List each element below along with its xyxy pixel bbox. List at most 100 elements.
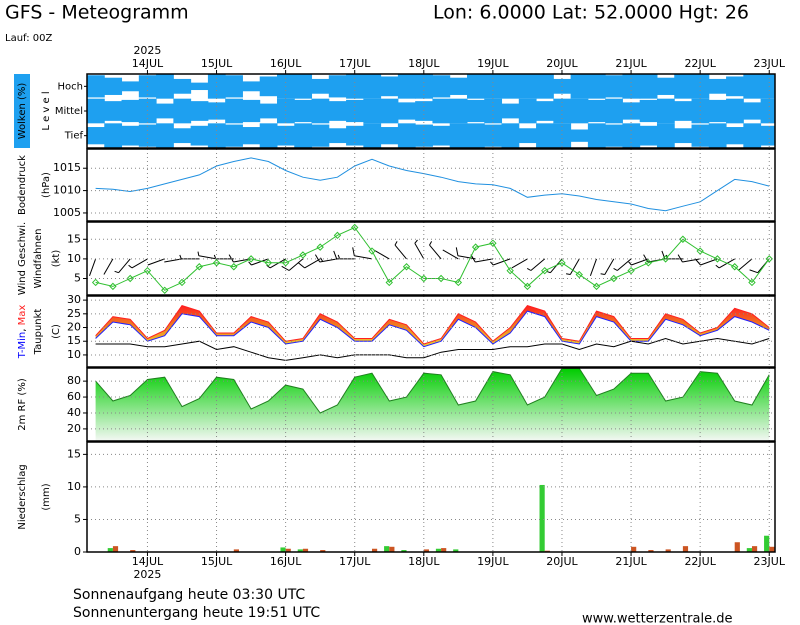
sunset: Sonnenuntergang heute 19:51 UTC xyxy=(73,605,320,621)
panel: Bodendruck (hPa)1005 1010 1015 xyxy=(17,148,776,222)
cloud-cell xyxy=(432,98,451,124)
wind-speed-marker xyxy=(679,235,687,243)
precip-bar xyxy=(764,535,770,552)
x-tick-label: 14JUL xyxy=(132,57,164,70)
precip-bar xyxy=(682,546,689,552)
cloud-cell xyxy=(553,123,572,148)
precip-bar xyxy=(107,548,113,552)
cloud-cell xyxy=(432,125,451,146)
cloud-cell xyxy=(225,124,243,147)
cloud-cell xyxy=(674,101,693,121)
wind-speed-marker xyxy=(748,278,756,287)
cloud-cell xyxy=(760,98,775,124)
cloud-cell xyxy=(311,78,330,94)
precip-bar xyxy=(539,484,545,552)
y-axis-label: T-Min, Max xyxy=(17,305,28,360)
wind-barb xyxy=(352,247,373,260)
plot-area xyxy=(107,484,775,552)
panel: Niederschlag (mm) 0 5 10 15 xyxy=(17,441,776,558)
rh-area xyxy=(95,368,770,441)
y-tick-label: 40 xyxy=(67,406,81,419)
cloud-cell xyxy=(466,123,485,148)
wind-barb xyxy=(314,254,338,263)
cloud-cell xyxy=(432,75,451,98)
level-label: Hoch xyxy=(58,81,83,92)
wind-speed-marker xyxy=(264,259,273,267)
cloud-cell xyxy=(449,98,468,124)
wind-speed-marker xyxy=(610,274,618,283)
plot-area xyxy=(95,305,770,361)
precip-bar xyxy=(130,550,136,552)
wind-barb xyxy=(128,258,148,269)
wind-barb xyxy=(589,258,597,276)
wind-speed-marker xyxy=(454,278,463,287)
panel-border xyxy=(86,148,776,222)
cloud-cell xyxy=(294,123,313,148)
y-axis-label-part: Max xyxy=(17,305,28,326)
wind-barb xyxy=(526,258,546,271)
wind-speed-marker xyxy=(385,278,393,287)
cloud-cell xyxy=(449,123,468,148)
cloud-cell xyxy=(225,75,243,98)
plot-area xyxy=(95,157,770,212)
x-tick-label: 17JUL xyxy=(339,57,371,70)
cloud-cell xyxy=(276,125,295,146)
wind-speed-marker xyxy=(489,239,497,247)
cloud-cell xyxy=(242,99,261,123)
cloud-cell xyxy=(536,101,554,121)
y-tick-label: 1015 xyxy=(53,161,81,174)
wind-barb xyxy=(179,254,200,260)
cloud-cell xyxy=(190,125,209,146)
precip-bar xyxy=(285,548,291,552)
wind-barb xyxy=(114,258,131,274)
cloud-cell xyxy=(173,78,192,94)
cloud-cell xyxy=(397,102,416,120)
tmax-line xyxy=(95,305,770,345)
wind-speed-marker xyxy=(195,263,203,271)
cloud-cell xyxy=(501,123,520,148)
wind-barb xyxy=(511,258,528,269)
y-tick-label: 80 xyxy=(67,374,81,387)
wind-speed-marker xyxy=(592,282,601,291)
cloud-cell xyxy=(518,128,537,144)
x-tick-label: 15JUL xyxy=(201,57,233,70)
wind-speed-marker xyxy=(161,286,169,294)
y-axis-label-part: , xyxy=(17,325,28,331)
cloud-cell xyxy=(656,77,675,95)
cloud-cell xyxy=(518,74,537,99)
run: Lauf: 00Z xyxy=(5,33,52,44)
cloud-cell xyxy=(121,125,140,146)
cloud-cell xyxy=(743,102,762,120)
cloud-cell xyxy=(536,74,554,99)
x-tick-label: 23JUL xyxy=(754,555,786,568)
wind-speed-marker xyxy=(351,223,359,232)
precip-bar xyxy=(734,542,740,552)
wind-speed-marker xyxy=(713,255,722,263)
wind-barb xyxy=(197,251,217,260)
cloud-cell xyxy=(587,74,606,99)
cloud-cell xyxy=(380,127,399,145)
plot-area xyxy=(87,74,775,148)
wind-speed-marker xyxy=(540,266,549,275)
y-axis-label: Taupunkt xyxy=(33,309,44,356)
cloud-cell xyxy=(311,124,330,147)
x-tick-label: 21JUL xyxy=(615,57,647,70)
cloud-cell xyxy=(380,98,399,124)
precip-bar xyxy=(302,548,309,552)
cloud-cell xyxy=(190,82,209,91)
y-tick-label: 5 xyxy=(74,512,81,525)
cloud-cell xyxy=(656,98,675,124)
cloud-cell xyxy=(708,99,727,123)
cloud-cell xyxy=(259,103,278,119)
y-tick-label: 20 xyxy=(67,422,81,435)
y-axis-label: L e v e l xyxy=(41,91,52,130)
wind-speed-line xyxy=(95,226,770,291)
cloud-cell xyxy=(691,124,710,147)
cloud-cell xyxy=(415,124,433,147)
cloud-cell xyxy=(259,123,278,148)
cloud-cell xyxy=(259,76,278,97)
wind-barb xyxy=(613,258,632,271)
wind-speed-marker xyxy=(420,274,428,283)
cloud-cell xyxy=(225,98,243,124)
y-tick-label: 30 xyxy=(67,293,81,306)
